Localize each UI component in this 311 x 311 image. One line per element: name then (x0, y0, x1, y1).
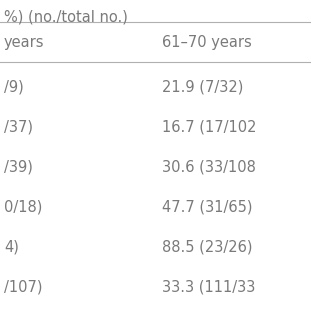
Text: 33.3 (111/33: 33.3 (111/33 (162, 280, 255, 295)
Text: 21.9 (7/32): 21.9 (7/32) (162, 80, 244, 95)
Text: 0/18): 0/18) (4, 199, 42, 215)
Text: 30.6 (33/108: 30.6 (33/108 (162, 160, 256, 174)
Text: 4): 4) (4, 239, 19, 254)
Text: /39): /39) (4, 160, 33, 174)
Text: years: years (4, 35, 44, 49)
Text: 47.7 (31/65): 47.7 (31/65) (162, 199, 253, 215)
Text: 16.7 (17/102: 16.7 (17/102 (162, 119, 257, 134)
Text: /107): /107) (4, 280, 43, 295)
Text: 88.5 (23/26): 88.5 (23/26) (162, 239, 253, 254)
Text: %) (no./total no.): %) (no./total no.) (4, 10, 128, 25)
Text: /9): /9) (4, 80, 24, 95)
Text: 61–70 years: 61–70 years (162, 35, 252, 49)
Text: /37): /37) (4, 119, 33, 134)
